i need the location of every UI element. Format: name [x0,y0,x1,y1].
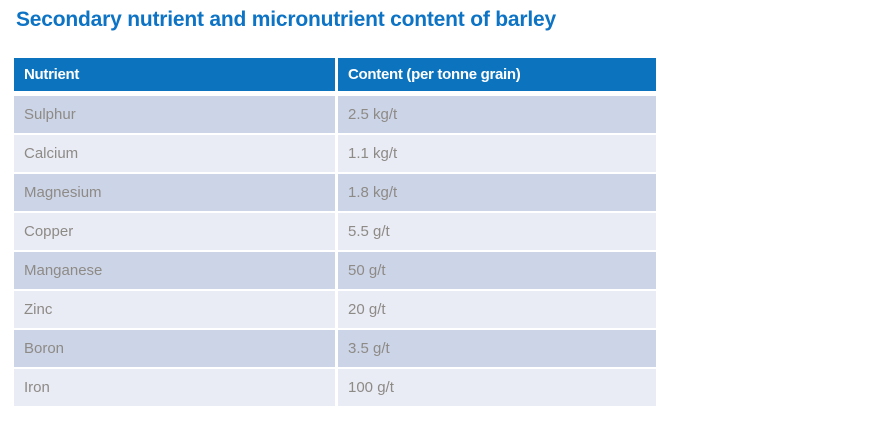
nutrient-cell: Calcium [14,135,335,172]
table-row-zinc: Zinc 20 g/t [14,291,656,328]
content-cell: 2.5 kg/t [338,96,656,133]
content-cell: 20 g/t [338,291,656,328]
nutrient-cell: Boron [14,330,335,367]
table-row-sulphur: Sulphur 2.5 kg/t [14,96,656,133]
content-cell: 50 g/t [338,252,656,289]
table-row-calcium: Calcium 1.1 kg/t [14,135,656,172]
content-cell: 3.5 g/t [338,330,656,367]
content-cell: 1.1 kg/t [338,135,656,172]
table-row-manganese: Manganese 50 g/t [14,252,656,289]
table-row-copper: Copper 5.5 g/t [14,213,656,250]
column-header-content: Content (per tonne grain) [338,58,656,91]
page-title: Secondary nutrient and micronutrient con… [16,8,556,31]
content-cell: 100 g/t [338,369,656,406]
nutrient-cell: Iron [14,369,335,406]
content-cell: 5.5 g/t [338,213,656,250]
table-row-iron: Iron 100 g/t [14,369,656,406]
nutrient-cell: Magnesium [14,174,335,211]
table-body: Sulphur 2.5 kg/t Calcium 1.1 kg/t Magnes… [14,96,656,406]
table-header-row: Nutrient Content (per tonne grain) [14,58,656,91]
nutrient-cell: Zinc [14,291,335,328]
nutrient-cell: Sulphur [14,96,335,133]
nutrient-table: Nutrient Content (per tonne grain) Sulph… [14,58,656,406]
table-row-boron: Boron 3.5 g/t [14,330,656,367]
nutrient-cell: Manganese [14,252,335,289]
table-row-magnesium: Magnesium 1.8 kg/t [14,174,656,211]
column-header-nutrient: Nutrient [14,58,335,91]
content-cell: 1.8 kg/t [338,174,656,211]
nutrient-cell: Copper [14,213,335,250]
